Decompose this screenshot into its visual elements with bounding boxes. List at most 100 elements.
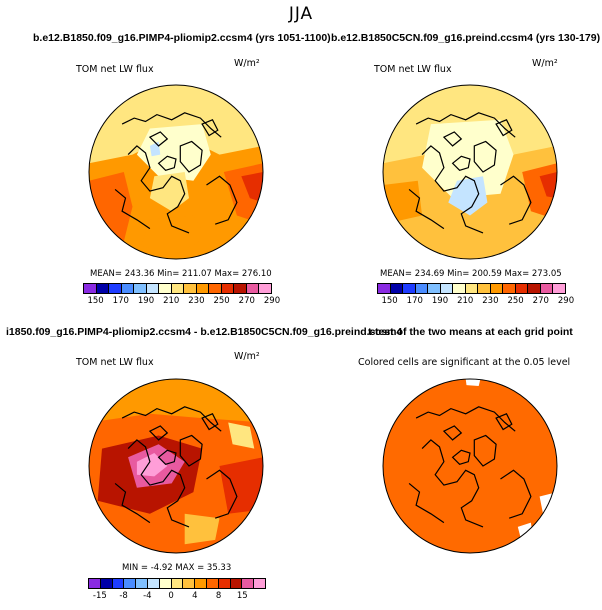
- panel1-variable-label: TOM net LW flux: [76, 64, 154, 75]
- coastline: [408, 482, 445, 524]
- panel1-units-label: W/m²: [234, 58, 260, 69]
- colorbar-tick-label: 4: [192, 591, 198, 601]
- field-region: [228, 422, 255, 449]
- colorbar-swatch: [196, 284, 210, 293]
- coastline: [500, 469, 532, 519]
- panel4-subtitle: Colored cells are significant at the 0.0…: [358, 357, 571, 368]
- colorbar-swatch: [147, 579, 160, 588]
- colorbar-swatch: [136, 579, 148, 588]
- colorbar-swatch: [490, 284, 504, 293]
- map-boundary: [88, 378, 264, 554]
- colorbar-swatch: [254, 579, 265, 588]
- panel3-colorbar: [88, 578, 266, 589]
- colorbar-swatch: [112, 579, 125, 588]
- coastline: [500, 175, 532, 225]
- coastline: [415, 406, 516, 432]
- colorbar-swatch: [553, 284, 565, 293]
- colorbar-tick-label: 190: [431, 296, 449, 306]
- colorbar-tick-label: 150: [381, 296, 398, 306]
- panel3-colorbar-ticks: -15 -8 -4 0 4 8 15: [88, 591, 266, 603]
- coastline: [179, 434, 203, 467]
- coastline: [421, 145, 484, 234]
- coastline: [148, 131, 169, 147]
- colorbar-swatch: [259, 284, 271, 293]
- colorbar-tick-label: 170: [406, 296, 423, 306]
- colorbar-swatch: [159, 579, 172, 588]
- colorbar-swatch: [403, 284, 416, 293]
- colorbar-swatch: [390, 284, 404, 293]
- colorbar-swatch: [221, 284, 235, 293]
- coastline: [421, 439, 484, 528]
- map-boundary: [382, 84, 558, 260]
- colorbar-swatch: [124, 579, 137, 588]
- panel1-colorbar: [83, 283, 272, 294]
- panel1-polar-map: [88, 84, 264, 260]
- field-region: [89, 85, 263, 164]
- colorbar-swatch: [230, 579, 243, 588]
- colorbar-tick-label: 270: [532, 296, 549, 306]
- colorbar-swatch: [428, 284, 441, 293]
- colorbar-swatch: [89, 579, 101, 588]
- colorbar-tick-label: 190: [137, 296, 155, 306]
- colorbar-swatch: [453, 284, 466, 293]
- coastline: [201, 119, 219, 137]
- colorbar-tick-label: -8: [119, 591, 128, 601]
- colorbar-tick-label: 230: [482, 296, 499, 306]
- colorbar-tick-label: 210: [457, 296, 474, 306]
- colorbar-swatch: [218, 579, 231, 588]
- colorbar-swatch: [171, 284, 185, 293]
- colorbar-tick-label: 150: [87, 296, 104, 306]
- colorbar-swatch: [528, 284, 541, 293]
- map-boundary: [88, 84, 264, 260]
- panel2-colorbar: [377, 283, 566, 294]
- colorbar-swatch: [184, 284, 197, 293]
- colorbar-swatch: [242, 579, 255, 588]
- colorbar-tick-label: 210: [163, 296, 180, 306]
- colorbar-swatch: [171, 579, 184, 588]
- panel3-units-label: W/m²: [234, 351, 260, 362]
- colorbar-swatch: [109, 284, 122, 293]
- colorbar-swatch: [146, 284, 160, 293]
- colorbar-tick-label: 230: [188, 296, 205, 306]
- panel3-stats: MIN = -4.92 MAX = 35.33: [122, 563, 232, 573]
- field-region: [149, 172, 189, 212]
- colorbar-swatch: [121, 284, 135, 293]
- coastline: [114, 482, 151, 524]
- coastline: [415, 112, 516, 138]
- panel4-title: t-test of the two means at each grid poi…: [368, 326, 573, 338]
- coastline: [451, 449, 471, 465]
- coastline: [408, 188, 445, 230]
- coastline: [495, 119, 513, 137]
- coastline: [179, 140, 203, 173]
- colorbar-tick-label: -4: [143, 591, 152, 601]
- coastline: [473, 434, 497, 467]
- field-region: [89, 172, 133, 242]
- field-region: [141, 215, 207, 255]
- colorbar-tick-label: 15: [236, 591, 248, 601]
- colorbar-swatch: [134, 284, 147, 293]
- field-region: [136, 124, 211, 181]
- coastline: [127, 145, 190, 234]
- coastline: [495, 413, 513, 431]
- colorbar-swatch: [100, 579, 113, 588]
- coastline: [148, 425, 169, 441]
- colorbar-tick-label: 250: [213, 296, 230, 306]
- colorbar-swatch: [183, 579, 196, 588]
- panel2-colorbar-ticks: 150 170 190 210 230 250 270 290: [377, 296, 574, 308]
- colorbar-swatch: [96, 284, 110, 293]
- coastline: [127, 439, 190, 528]
- coastline: [114, 188, 151, 230]
- colorbar-tick-label: 270: [238, 296, 255, 306]
- coastline: [206, 175, 238, 225]
- colorbar-swatch: [209, 284, 222, 293]
- page-title: JJA: [288, 4, 314, 24]
- colorbar-tick-label: 290: [557, 296, 575, 306]
- colorbar-tick-label: 290: [263, 296, 281, 306]
- field-region: [184, 513, 220, 545]
- coastline: [157, 155, 177, 171]
- map-boundary: [382, 378, 558, 554]
- panel1-title: b.e12.B1850.f09_g16.PIMP4-pliomip2.ccsm4…: [33, 32, 331, 44]
- colorbar-swatch: [378, 284, 391, 293]
- colorbar-tick-label: 170: [112, 296, 129, 306]
- panel3-title: i1850.f09_g16.PIMP4-pliomip2.ccsm4 - b.e…: [6, 326, 403, 338]
